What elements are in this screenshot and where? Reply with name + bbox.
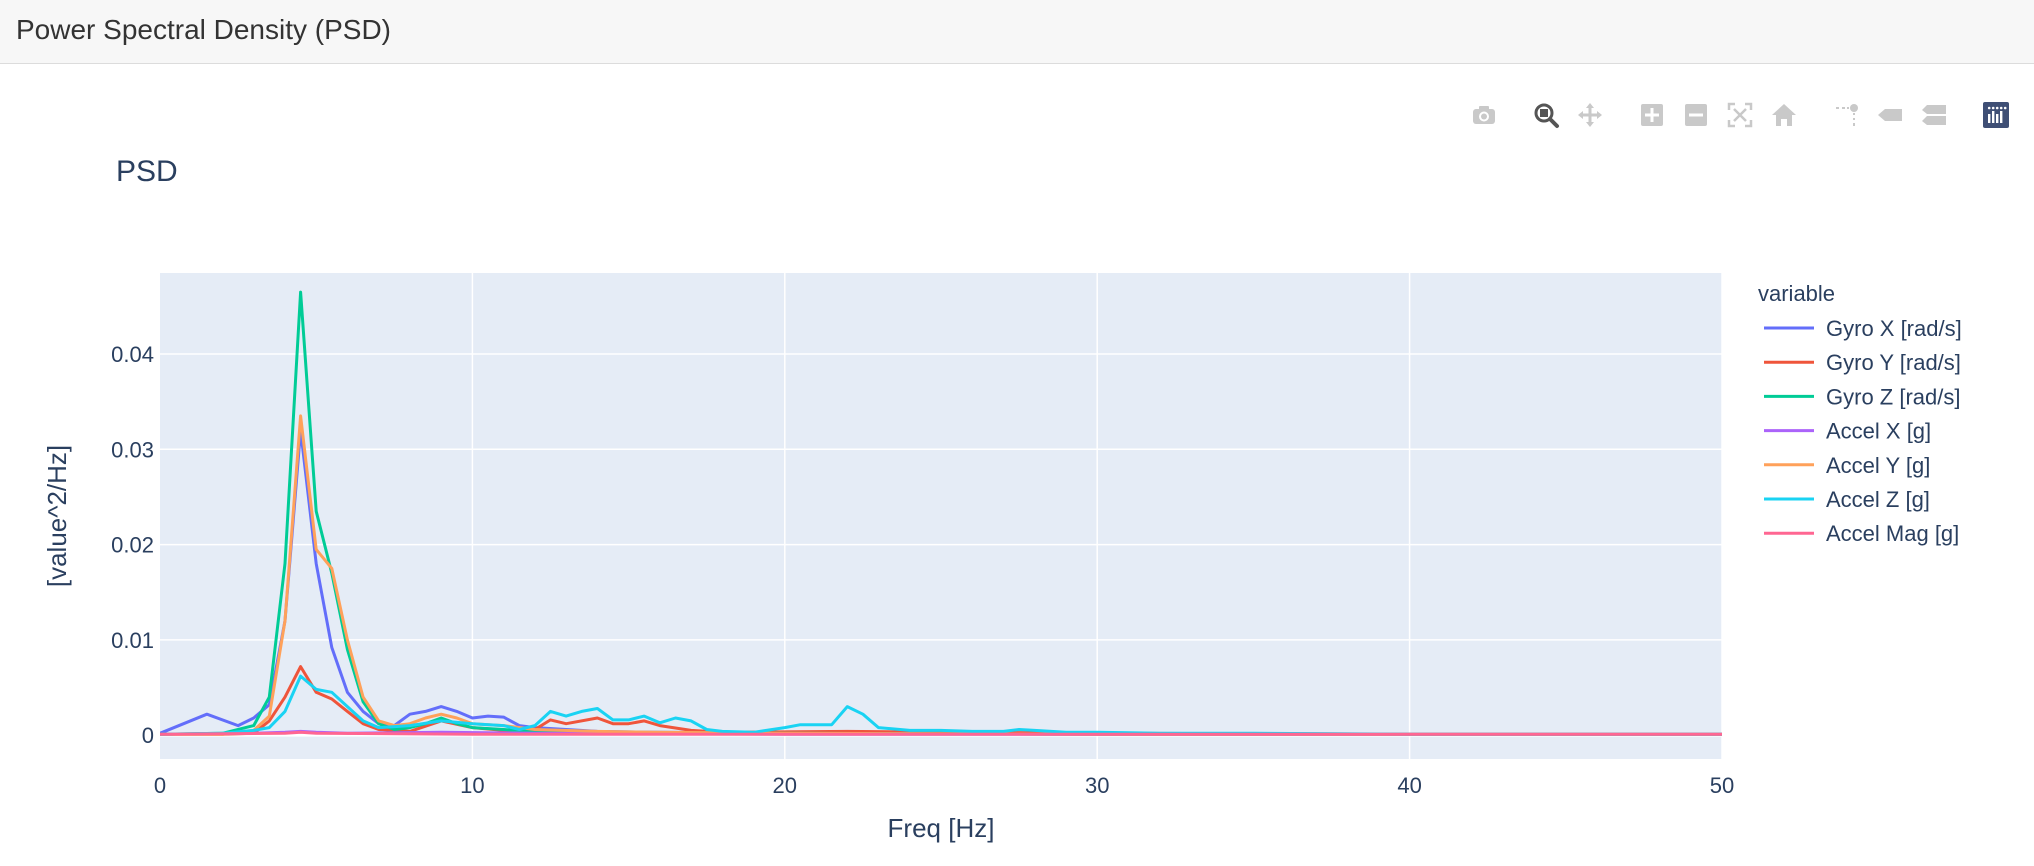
legend-item[interactable]: Accel Z [g] (1764, 487, 1930, 512)
legend-item[interactable]: Accel Mag [g] (1764, 521, 1959, 546)
legend-label: Accel Z [g] (1826, 487, 1930, 512)
legend-item[interactable]: Accel X [g] (1764, 419, 1931, 444)
x-tick-label: 40 (1397, 773, 1421, 798)
legend-label: Gyro Y [rad/s] (1826, 350, 1961, 375)
legend-label: Accel Y [g] (1826, 453, 1930, 478)
legend-label: Gyro Z [rad/s] (1826, 384, 1960, 409)
legend-item[interactable]: Accel Y [g] (1764, 453, 1930, 478)
legend-label: Gyro X [rad/s] (1826, 316, 1962, 341)
y-tick-label: 0 (142, 723, 154, 748)
legend-label: Accel Mag [g] (1826, 521, 1959, 546)
x-axis-title: Freq [Hz] (888, 813, 995, 843)
x-tick-label: 10 (460, 773, 484, 798)
app-header: Power Spectral Density (PSD) (0, 0, 2034, 64)
legend-label: Accel X [g] (1826, 419, 1931, 444)
plot-background (160, 273, 1722, 759)
y-tick-label: 0.01 (111, 628, 154, 653)
y-tick-label: 0.03 (111, 437, 154, 462)
y-axis-title: [value^2/Hz] (42, 445, 72, 587)
legend-item[interactable]: Gyro Y [rad/s] (1764, 350, 1961, 375)
legend-item[interactable]: Gyro X [rad/s] (1764, 316, 1962, 341)
legend-item[interactable]: Gyro Z [rad/s] (1764, 384, 1960, 409)
legend: variable Gyro X [rad/s] Gyro Y [rad/s] Gyro… (1758, 281, 1962, 546)
x-tick-label: 20 (773, 773, 797, 798)
y-tick-label: 0.02 (111, 533, 154, 558)
legend-title: variable (1758, 281, 1835, 306)
y-tick-label: 0.04 (111, 342, 154, 367)
x-tick-label: 50 (1710, 773, 1734, 798)
psd-chart[interactable]: 0 10 20 30 40 50 0 0.01 0.02 0.03 0.04 Freq [Hz] [va… (0, 64, 2034, 866)
x-tick-label: 0 (154, 773, 166, 798)
chart-title: PSD (116, 155, 178, 188)
x-tick-label: 30 (1085, 773, 1109, 798)
page-title: Power Spectral Density (PSD) (16, 14, 391, 46)
